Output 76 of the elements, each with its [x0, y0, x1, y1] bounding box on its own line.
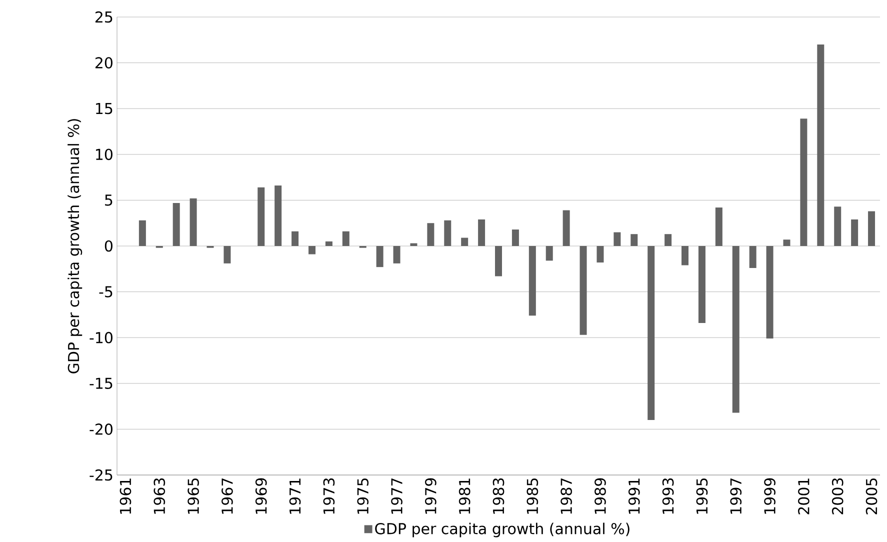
x-tick-label: 2003 [832, 478, 844, 514]
bar [817, 44, 824, 246]
bar [224, 246, 231, 264]
bar [308, 246, 316, 254]
y-tick-label: 15 [96, 103, 112, 114]
x-tick-label: 1987 [560, 478, 572, 514]
x-tick-label: 1967 [222, 478, 233, 514]
bar [376, 246, 384, 268]
bar [138, 220, 146, 246]
bar [732, 246, 740, 413]
bar [580, 246, 587, 335]
bar [783, 240, 790, 246]
y-tick-label: -10 [90, 332, 112, 344]
bar [528, 246, 536, 316]
bar [800, 118, 808, 246]
bar [444, 220, 452, 246]
bar [427, 223, 434, 246]
bar [258, 187, 265, 246]
x-tick-label: 1999 [764, 478, 776, 514]
x-tick-label: 1991 [628, 478, 640, 514]
y-tick-label: 20 [95, 57, 112, 68]
y-tick-label: -20 [90, 424, 112, 435]
x-tick-label: 1993 [662, 478, 674, 514]
bar [325, 241, 332, 246]
x-tick-label: 1963 [154, 478, 166, 514]
x-tick-label: 1973 [323, 478, 335, 514]
y-tick-label: 10 [96, 148, 112, 160]
y-axis-title: GDP per capita growth (annual %) [68, 119, 82, 374]
bar [190, 198, 197, 246]
bar [749, 246, 756, 268]
x-tick-label: 2005 [866, 478, 878, 514]
bar [274, 186, 282, 246]
bar [410, 243, 418, 246]
bar [834, 206, 842, 246]
bar [664, 234, 672, 246]
bar [512, 230, 519, 246]
bar [172, 202, 180, 246]
bar [393, 246, 400, 264]
y-tick-label: 25 [95, 11, 112, 23]
legend-label: GDP per capita growth (annual %) [375, 522, 630, 538]
x-tick-label: 1985 [526, 478, 538, 514]
x-tick-label: 1981 [458, 478, 470, 514]
bar [715, 208, 722, 246]
bar [648, 246, 655, 420]
bar [596, 246, 604, 262]
x-tick-label: 1971 [289, 478, 301, 514]
x-tick-label: 1977 [391, 478, 402, 514]
x-tick-label: 1983 [492, 478, 504, 514]
y-tick-label: -15 [90, 378, 112, 389]
bar [851, 219, 858, 246]
bar [461, 238, 468, 246]
x-tick-label: 1965 [188, 478, 199, 514]
bar [546, 246, 553, 261]
bar [630, 234, 638, 246]
bar [495, 246, 502, 276]
x-tick-label: 1979 [425, 478, 436, 514]
y-tick-label: -5 [99, 286, 112, 298]
bar [562, 210, 570, 246]
bar [292, 231, 299, 246]
bar [698, 246, 706, 323]
x-tick-label: 1989 [594, 478, 606, 514]
bar [342, 231, 350, 246]
y-tick-label: 5 [105, 194, 112, 206]
x-tick-label: 1961 [120, 478, 132, 514]
bar [868, 211, 876, 246]
y-tick-label: 0 [104, 240, 112, 252]
x-tick-label: 1995 [696, 478, 708, 514]
bar [682, 246, 689, 266]
bar [614, 232, 621, 246]
bar [766, 246, 774, 339]
x-tick-label: 1969 [255, 478, 267, 514]
x-tick-label: 2001 [798, 478, 810, 514]
x-tick-label: 1997 [730, 478, 742, 514]
x-tick-label: 1975 [357, 478, 369, 514]
y-tick-label: -25 [90, 469, 112, 481]
bar [478, 219, 486, 246]
